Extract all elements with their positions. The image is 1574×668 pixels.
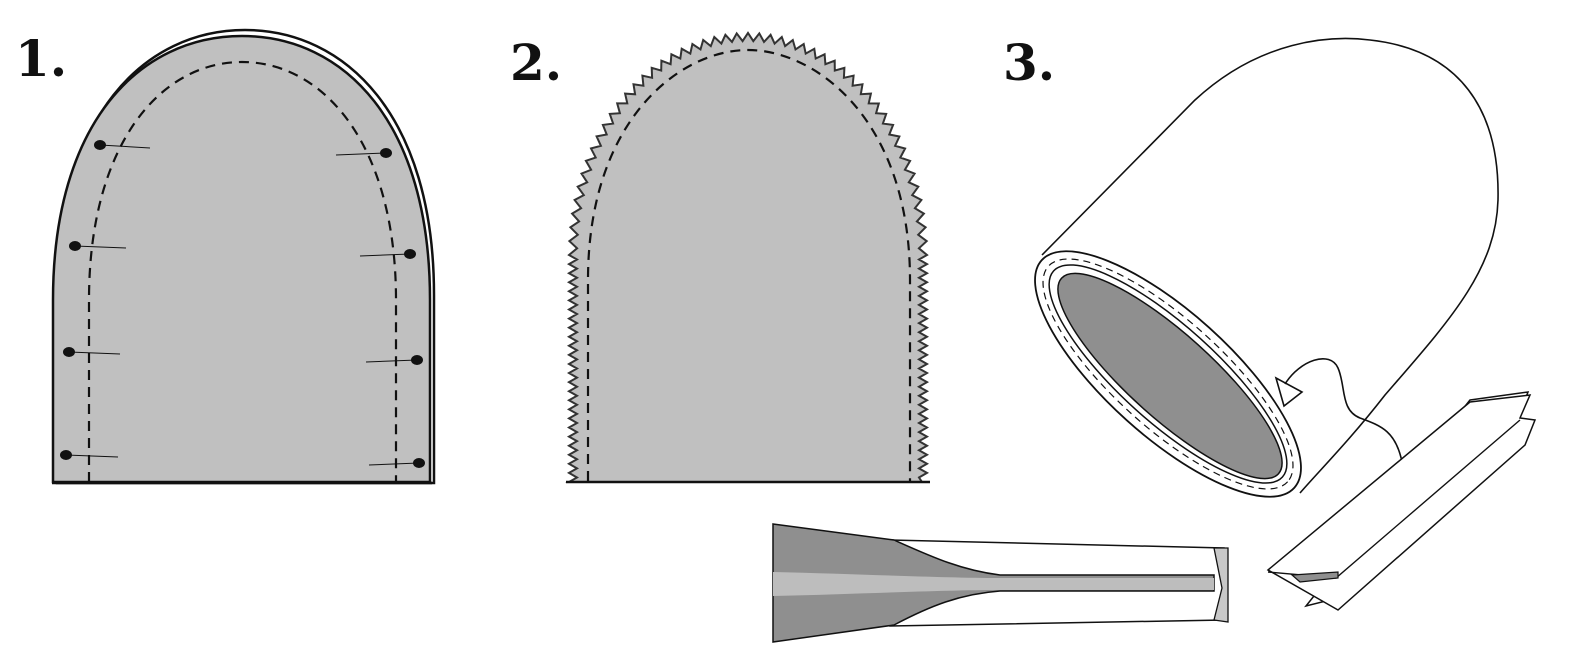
step-2-trimmed-fabric [565,31,930,484]
step-3-number: 3. [1003,33,1055,92]
step-3-taper-end [1213,547,1229,623]
pin [365,355,423,365]
step-3-folded-band [1266,391,1537,611]
step-3-hat-turned [1034,37,1499,498]
step-2-stitch-line [586,48,912,481]
step-3-band-front [1266,394,1537,611]
pin [63,347,121,357]
step-1-front-layer [51,34,432,484]
pin [94,140,151,150]
needle-icon [1274,376,1304,408]
step-2-pinked-edge [565,31,930,483]
step-1-pinned-fabric [51,28,436,485]
pin [69,241,127,251]
pin [359,249,416,259]
step-3-tapered-band [772,523,1229,643]
step-3-band-hook [1290,571,1339,583]
step-3-hat-body [1041,37,1499,494]
step-1-stitch-line [87,60,398,482]
step-3-thread [1284,358,1403,463]
step-3-hat-opening [1057,272,1283,480]
pin [368,458,425,468]
step-2-number: 2. [510,33,562,92]
step-3-taper-light-stripe [773,572,1214,596]
pin [335,148,392,158]
step-1-number: 1. [15,29,67,88]
pin [60,450,119,460]
